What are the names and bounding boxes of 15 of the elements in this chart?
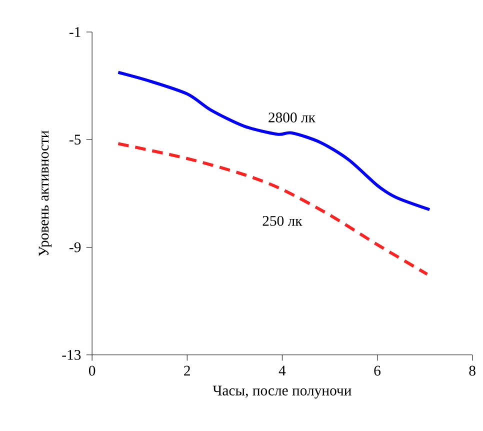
- x-axis-title: Часы, после полуночи: [212, 386, 352, 398]
- y-tick-label: -1: [70, 27, 80, 37]
- y-tick-label: -5: [70, 134, 81, 145]
- x-tick-label: 2: [184, 366, 190, 376]
- series-label: 250 лк: [262, 216, 302, 226]
- series-label: 2800 лк: [268, 112, 316, 122]
- x-tick-label: 8: [469, 366, 476, 376]
- y-axis-title: Уровень активности: [38, 130, 52, 256]
- x-tick-label: 0: [88, 366, 96, 376]
- x-tick-label: 4: [278, 366, 286, 376]
- line-series: [116, 70, 432, 212]
- y-tick-label: -9: [70, 242, 81, 252]
- line-series: [116, 142, 429, 276]
- y-tick-label: -13: [62, 350, 81, 360]
- x-tick-label: 6: [374, 366, 380, 376]
